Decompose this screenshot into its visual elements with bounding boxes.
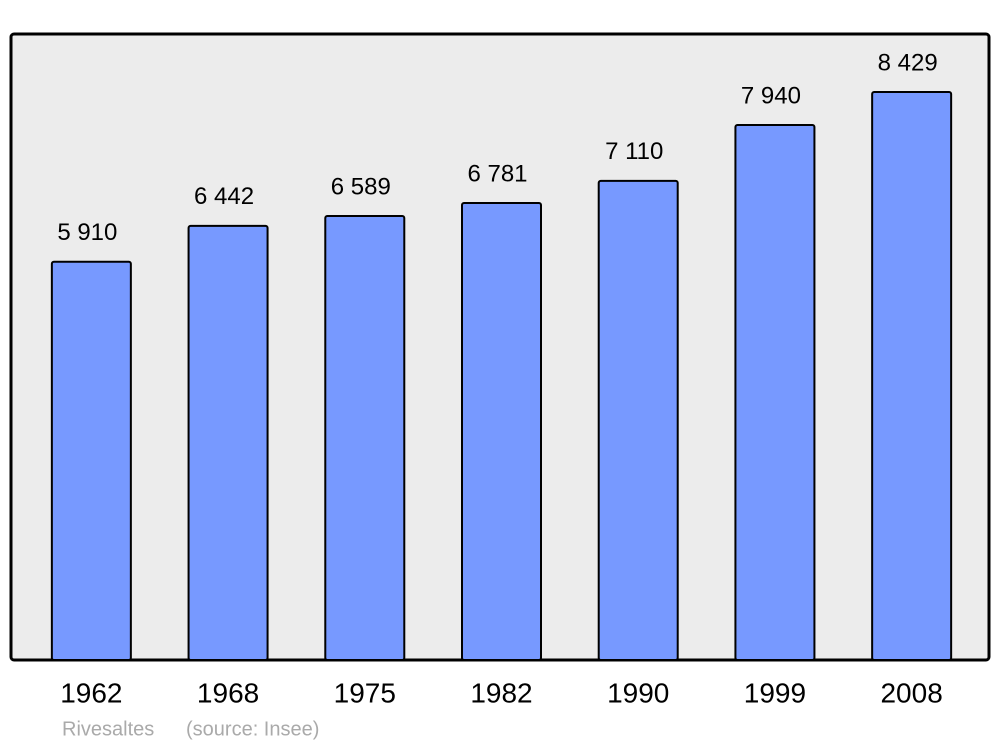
x-tick-label: 1990: [607, 677, 669, 708]
footer-source: (source: Insee): [186, 718, 319, 740]
bar: [187, 224, 269, 661]
bar: [50, 260, 132, 661]
bar: [597, 179, 679, 661]
bar: [734, 123, 816, 661]
x-tick-label: 1968: [197, 677, 259, 708]
bar: [871, 91, 953, 661]
value-label: 7 940: [741, 82, 801, 109]
x-tick-label: 1975: [334, 677, 396, 708]
x-tick-label: 1982: [470, 677, 532, 708]
x-tick-label: 1999: [744, 677, 806, 708]
value-label: 6 781: [467, 160, 527, 187]
footer-place: Rivesaltes: [62, 718, 154, 740]
value-label: 8 429: [878, 49, 938, 76]
value-label: 5 910: [57, 219, 117, 246]
x-tick-label: 1962: [60, 677, 122, 708]
bar: [461, 202, 542, 661]
value-label: 6 442: [194, 183, 254, 210]
x-tick-label: 2008: [880, 677, 942, 708]
value-label: 6 589: [331, 173, 391, 200]
bar: [324, 214, 406, 661]
value-label: 7 110: [605, 138, 663, 165]
